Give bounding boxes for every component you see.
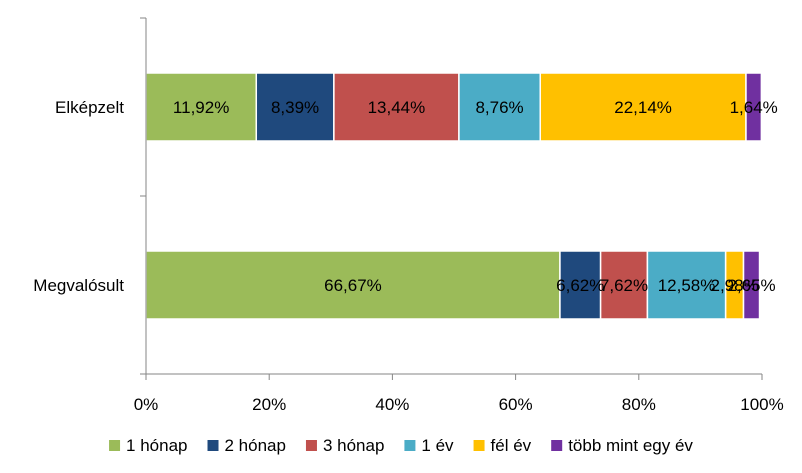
legend-label: 1 hónap [126, 436, 187, 455]
bar-segment [145, 72, 258, 142]
legend-label: fél év [491, 436, 532, 455]
legend-swatch [207, 440, 219, 451]
legend-item: 1 hónap [109, 436, 188, 455]
data-label: 1,64% [730, 98, 778, 117]
category-label: Megvalósult [33, 276, 124, 295]
legend-label: 2 hónap [225, 436, 286, 455]
data-label: 2,98% [710, 276, 758, 295]
bar-segment [333, 72, 460, 142]
legend-item: fél év [473, 436, 532, 455]
x-tick-label: 0% [134, 395, 159, 414]
legend-item: 3 hónap [305, 436, 384, 455]
bar-segment [145, 250, 561, 320]
legend-label: 3 hónap [323, 436, 384, 455]
data-label: 12,58% [658, 276, 716, 295]
bar-segment [599, 250, 649, 320]
legend-label: több mint egy év [568, 436, 693, 455]
legend-item: 1 év [404, 436, 454, 455]
x-tick-label: 80% [622, 395, 656, 414]
data-label: 13,44% [368, 98, 426, 117]
data-label: 6,62% [556, 276, 604, 295]
x-tick-label: 60% [499, 395, 533, 414]
legend-swatch [404, 440, 416, 451]
legend-swatch [473, 440, 485, 451]
bars-layer [145, 72, 763, 320]
category-label: Elképzelt [55, 98, 124, 117]
legend: 1 hónap 2 hónap 3 hónap 1 év fél év több mint… [109, 436, 693, 455]
data-labels-layer: 11,92% 8,39% 13,44% 8,76% 22,14% 1,64% 66,67% 6… [173, 98, 778, 295]
x-tick-label: 40% [375, 395, 409, 414]
legend-swatch [305, 440, 317, 451]
legend-label: 1 év [421, 436, 454, 455]
data-label: 7,62% [600, 276, 648, 295]
axes-layer: Elképzelt Megvalósult 0% 20% 40% 60% 80% 100% [33, 17, 784, 414]
data-label: 11,92% [173, 98, 229, 117]
data-label: 8,39% [271, 98, 319, 117]
bar-segment [742, 250, 761, 320]
legend-swatch [551, 440, 563, 451]
legend-swatch [109, 440, 121, 451]
data-label: 2,65% [727, 276, 775, 295]
data-label: 8,76% [475, 98, 523, 117]
legend-item: több mint egy év [551, 436, 693, 455]
bar-segment [539, 72, 747, 142]
x-tick-label: 100% [740, 395, 783, 414]
data-label: 66,67% [324, 276, 382, 295]
bar-segment [646, 250, 727, 320]
x-tick-label: 20% [252, 395, 286, 414]
legend-item: 2 hónap [207, 436, 286, 455]
bar-segment [255, 72, 335, 142]
bar-segment [745, 72, 763, 142]
data-label: 22,14% [614, 98, 672, 117]
